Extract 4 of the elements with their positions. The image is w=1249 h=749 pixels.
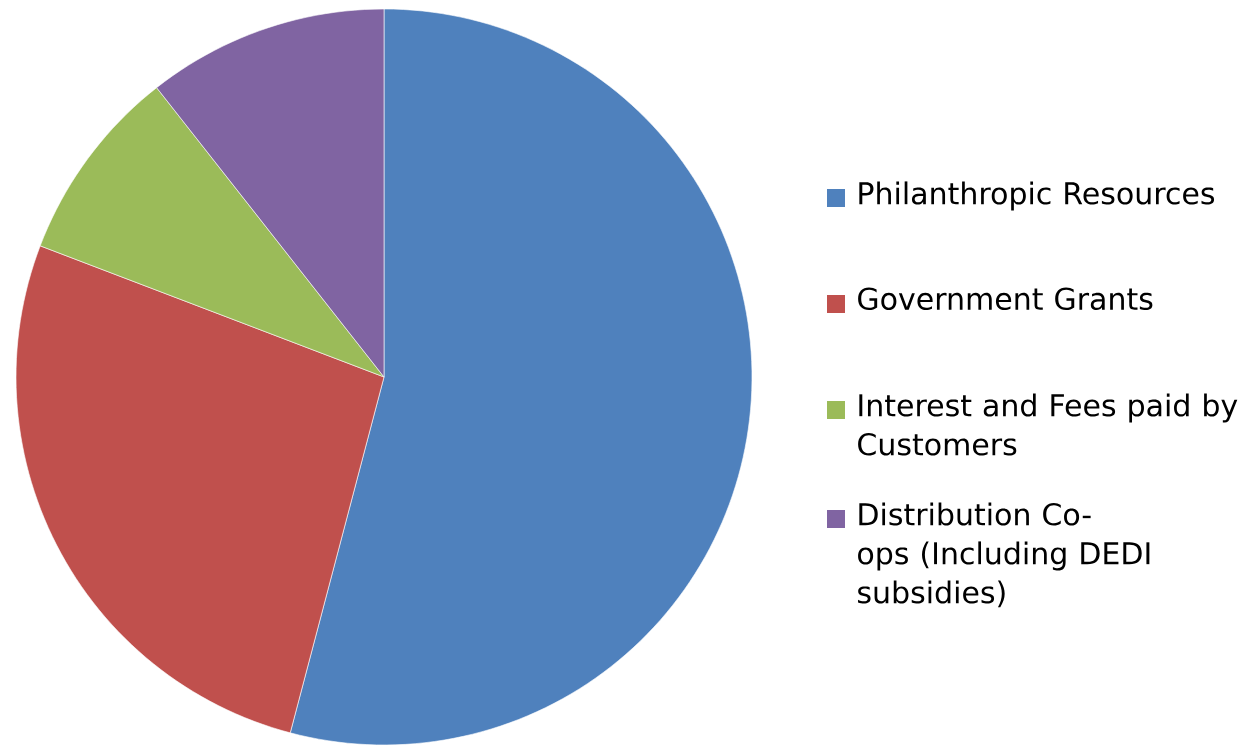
legend-label: Distribution Co-ops (Including DEDI subsidies): [858, 502, 1150, 608]
legend-label: Government Grants: [858, 287, 1153, 311]
legend-label: Interest and Fees paid by Customers: [858, 393, 1238, 456]
legend-label: Philanthropic Resources: [859, 181, 1215, 211]
